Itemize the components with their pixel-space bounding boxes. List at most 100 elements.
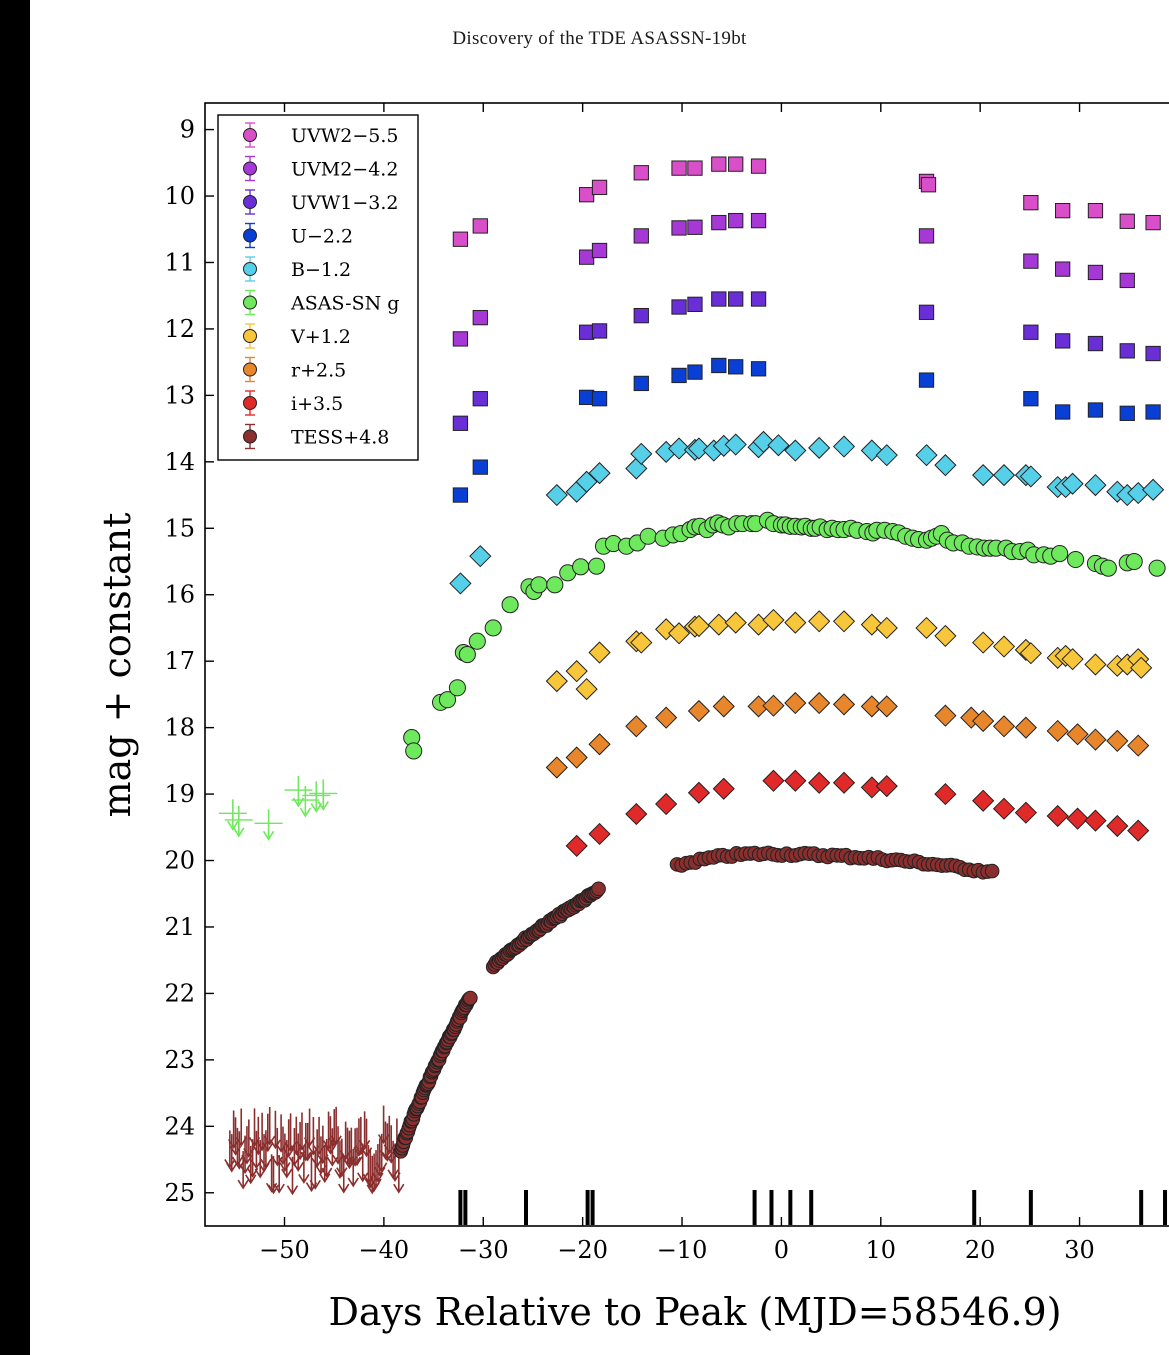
tess-limit-head <box>351 1156 363 1167</box>
v-1-2-point <box>832 610 856 633</box>
uvw1-3-2-point <box>1055 333 1071 349</box>
b-1-2-point <box>1019 465 1042 488</box>
uvw2-5-5-point <box>633 165 649 181</box>
r-2-5-point <box>1046 719 1069 743</box>
tess-limit-head <box>269 1139 282 1150</box>
legend-marker <box>243 128 257 142</box>
b-1-2-point <box>784 439 807 462</box>
y-axis-title: mag + constant <box>95 513 139 818</box>
tess-upper-limit <box>372 1144 384 1183</box>
x-tick-label: −40 <box>359 1236 410 1264</box>
r-2-5-point <box>972 709 995 733</box>
plot-frame <box>204 102 1169 1227</box>
uvw2-5-5-point <box>687 160 703 176</box>
tess-upper-limit <box>358 1111 371 1150</box>
uvm2-4-2-point <box>1119 272 1135 289</box>
uvw1-3-2-point <box>472 391 488 407</box>
b-1-2-point <box>449 572 472 595</box>
legend-entry-label: V+1.2 <box>290 326 351 348</box>
uvw1-3-2-point <box>633 307 649 324</box>
x-tick-label: 10 <box>866 1236 897 1264</box>
u-2-2-point <box>1145 404 1161 420</box>
b-1-2-point <box>1141 478 1165 501</box>
r-2-5-point <box>1106 729 1129 753</box>
tess-limit-head <box>281 1168 293 1179</box>
uvw1-3-2-point <box>452 415 469 431</box>
uvw2-5-5-point <box>1145 214 1161 231</box>
legend-entry-label: B−1.2 <box>291 259 351 281</box>
u-2-2-point <box>1119 405 1135 421</box>
x-tick-label: −20 <box>557 1236 608 1264</box>
b-1-2-point <box>752 430 775 454</box>
v-1-2-point <box>545 670 568 693</box>
uvw2-5-5-point <box>591 179 608 196</box>
tess-limit-head <box>338 1183 350 1194</box>
tess-limit-head <box>264 1135 276 1146</box>
tess-upper-limit <box>336 1138 348 1178</box>
y-tick-label: 19 <box>164 780 195 808</box>
uvm2-4-2-point <box>591 242 608 259</box>
tess-upper-limit <box>324 1116 337 1155</box>
figure-page: Discovery of the TDE ASASSN-19bt 9 10 11 12… <box>30 0 1169 1355</box>
i-3-5-point <box>625 802 648 826</box>
y-tick-label: 23 <box>164 1046 195 1074</box>
tess-limit-head <box>283 1147 295 1158</box>
tess-limit-head <box>358 1139 371 1150</box>
r-2-5-point <box>1127 734 1150 757</box>
uvw1-3-2-point <box>750 291 767 307</box>
r-2-5-point <box>655 706 678 729</box>
y-tick-label: 13 <box>164 381 195 409</box>
v-1-2-point <box>875 616 898 640</box>
asas-sn-g-point <box>1125 552 1143 571</box>
tess-upper-limit <box>300 1123 312 1162</box>
x-axis-title: Days Relative to Peak (MJD=58546.9) <box>328 1290 1061 1334</box>
tess-limit-head <box>347 1177 359 1188</box>
i-3-5-point <box>687 781 711 804</box>
b-1-2-point <box>915 444 938 467</box>
r-2-5-point <box>875 695 898 718</box>
tess-limit-head <box>330 1135 342 1146</box>
tess-upper-limit <box>309 1151 321 1190</box>
upper-limit-head <box>227 820 239 831</box>
asas-sn-g-point <box>572 558 590 576</box>
v-1-2-point <box>1019 642 1042 665</box>
v-1-2-point <box>565 660 588 683</box>
legend-entry-label: ASAS-SN g <box>290 293 399 315</box>
uvw2-5-5-point <box>1055 202 1071 219</box>
b-1-2-point <box>687 437 711 460</box>
asas-sn-g-point <box>546 576 564 594</box>
y-tick-label: 11 <box>164 248 195 276</box>
tess-upper-limit <box>319 1144 331 1184</box>
r-2-5-point <box>588 733 611 756</box>
tess-point <box>591 881 606 897</box>
asas-sn-g-point <box>588 557 606 575</box>
v-1-2-point <box>1130 656 1153 679</box>
legend-entry-label: UVW1−3.2 <box>291 192 399 214</box>
asas-sn-g-upper-limits-point <box>254 809 283 841</box>
uvm2-4-2-point <box>918 228 935 244</box>
y-tick-label: 20 <box>164 847 195 875</box>
u-2-2-point <box>711 357 727 374</box>
y-tick-label: 24 <box>164 1112 195 1140</box>
tess-upper-limit <box>264 1106 276 1146</box>
v-1-2-point <box>762 608 785 632</box>
b-1-2-point <box>575 470 598 493</box>
legend-entry-label: UVW2−5.5 <box>291 125 399 147</box>
tess-limit-head <box>226 1162 238 1173</box>
tess-limit-head <box>286 1185 299 1196</box>
tess-upper-limit <box>292 1133 304 1172</box>
asas-sn-g-point <box>484 619 502 637</box>
r-2-5-point <box>1066 723 1089 746</box>
r-2-5-point <box>992 715 1016 738</box>
tess-point <box>984 863 1000 879</box>
u-2-2-point <box>918 372 935 388</box>
asas-sn-g-point <box>468 632 486 650</box>
uvm2-4-2-point <box>750 212 767 229</box>
asas-sn-g-point <box>1051 544 1069 563</box>
v-1-2-point <box>1084 653 1107 676</box>
tess-upper-limit <box>338 1155 350 1194</box>
tess-upper-limit <box>269 1110 282 1150</box>
uvw1-3-2-point <box>578 324 595 340</box>
b-1-2-point <box>724 433 747 456</box>
upper-limit-head <box>317 800 329 811</box>
